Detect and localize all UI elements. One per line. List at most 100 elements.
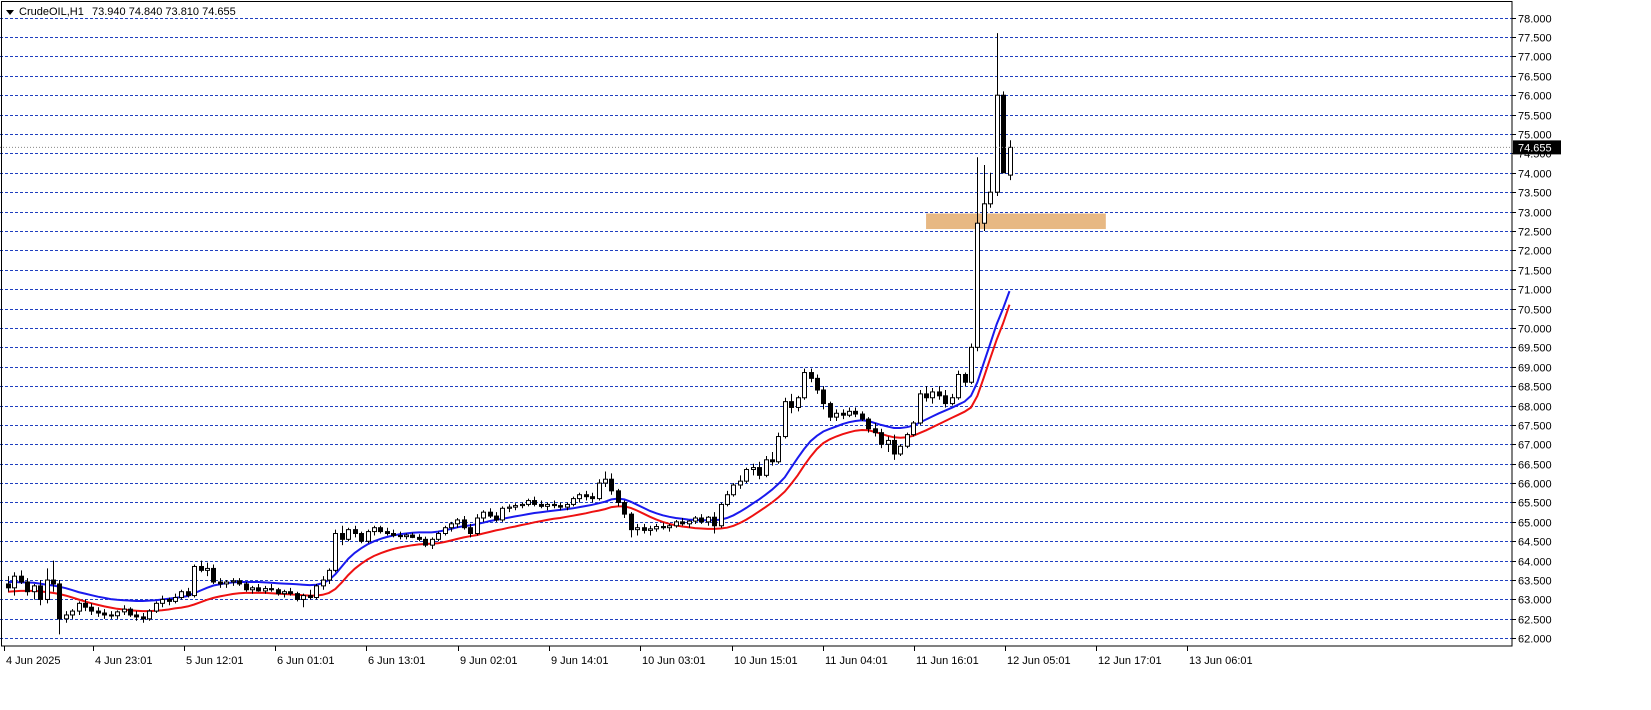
y-tick-label: 70.000 [1518, 324, 1552, 336]
candle [661, 522, 666, 530]
candle-body-up [404, 534, 409, 538]
candle [160, 595, 165, 608]
candle [828, 401, 833, 422]
candle-body-up [751, 467, 756, 471]
x-tick-label: 10 Jun 15:01 [734, 655, 798, 667]
y-tick-label: 64.500 [1518, 537, 1552, 549]
candle [288, 587, 293, 596]
dropdown-arrow-icon[interactable] [6, 10, 14, 15]
candle [776, 432, 781, 464]
candle-body-up [918, 393, 923, 424]
candle [565, 502, 570, 511]
candle [507, 504, 512, 513]
candle [809, 368, 814, 383]
y-tick-label: 71.500 [1518, 266, 1552, 278]
candle-body-up [930, 391, 935, 399]
candle [430, 537, 435, 550]
candle [975, 157, 980, 352]
candle-body-up [443, 527, 448, 535]
candle-body-up [905, 434, 910, 447]
candle-body-down [359, 533, 364, 542]
candle-body-up [321, 579, 326, 587]
candle-body-up [430, 538, 435, 546]
candle [134, 611, 139, 621]
candle [481, 510, 486, 522]
candle [308, 589, 313, 600]
candle [83, 599, 88, 612]
y-tick-label: 77.000 [1518, 52, 1552, 64]
candle [147, 609, 152, 621]
candle [558, 502, 563, 511]
candle-body-down [584, 494, 589, 498]
candle [680, 518, 685, 526]
candle-body-down [860, 413, 865, 420]
candle [860, 411, 865, 422]
candle [488, 508, 493, 518]
candle [1008, 140, 1013, 181]
y-tick-label: 62.500 [1518, 615, 1552, 627]
candle-body-up [969, 346, 974, 383]
candle [282, 589, 287, 598]
candle [154, 601, 159, 614]
candle-body-up [783, 401, 788, 438]
candle-body-down [661, 526, 666, 529]
candle [590, 492, 595, 503]
candle [192, 564, 197, 598]
candle-body-down [141, 616, 146, 620]
candle [51, 560, 56, 592]
y-tick-label: 66.000 [1518, 479, 1552, 491]
candle-body-up [603, 478, 608, 484]
candle-body-down [102, 612, 107, 616]
candle-body-up [731, 484, 736, 496]
candle-body-up [796, 397, 801, 408]
candle [122, 605, 127, 615]
y-tick-label: 78.000 [1518, 14, 1552, 26]
y-tick-label: 69.500 [1518, 343, 1552, 355]
candle [783, 397, 788, 439]
axes: 78.000 77.500 77.000 76.500 76.000 75.500 75.0… [0, 1, 1561, 667]
grid-lines [0, 18, 1512, 639]
candle [995, 33, 1000, 197]
y-tick-label: 76.000 [1518, 91, 1552, 103]
candle-body-up [635, 527, 640, 531]
x-tick-label: 12 Jun 05:01 [1007, 655, 1071, 667]
candle-body-down [410, 534, 415, 538]
candle [173, 593, 178, 604]
candle-body-up [32, 585, 37, 593]
y-tick-label: 68.500 [1518, 382, 1552, 394]
candle [751, 463, 756, 476]
candle-body-down [821, 389, 826, 405]
candle [532, 496, 537, 507]
candle-body-up [571, 498, 576, 505]
candle-body-up [436, 533, 441, 540]
candle [404, 533, 409, 540]
symbol-timeframe: CrudeOIL,H1 [19, 6, 84, 18]
candle [333, 529, 338, 573]
candle-body-up [597, 482, 602, 500]
candle [629, 512, 634, 538]
y-tick-label: 77.500 [1518, 33, 1552, 45]
candle [366, 529, 371, 544]
candle [552, 500, 557, 509]
x-tick-label: 12 Jun 17:01 [1098, 655, 1162, 667]
candle-body-up [327, 569, 332, 581]
candle-body-up [346, 529, 351, 540]
candle-body-down [211, 567, 216, 583]
candle [57, 580, 62, 635]
candle [443, 525, 448, 536]
candle [719, 502, 724, 528]
y-tick-label: 68.000 [1518, 402, 1552, 414]
candle [455, 518, 460, 528]
candle [449, 521, 454, 532]
x-tick-label: 10 Jun 03:01 [642, 655, 706, 667]
candle [244, 582, 249, 592]
candle-body-up [122, 608, 127, 613]
candle-body-down [167, 598, 172, 602]
candle [423, 536, 428, 548]
candle [892, 434, 897, 460]
y-tick-label: 67.500 [1518, 421, 1552, 433]
candle-body-down [57, 583, 62, 620]
candle [12, 572, 17, 596]
y-tick-label: 75.000 [1518, 130, 1552, 142]
